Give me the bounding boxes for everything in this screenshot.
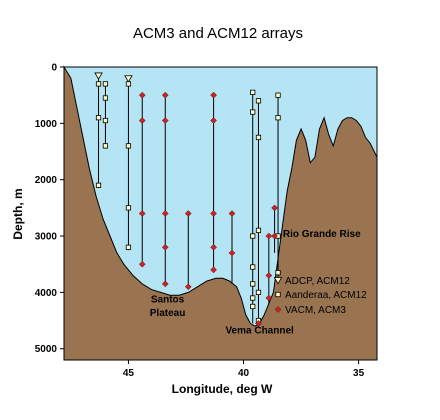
adcp-marker bbox=[124, 75, 133, 83]
mooring-7 bbox=[228, 210, 236, 284]
x-tick-label: 45 bbox=[123, 368, 135, 379]
vacm-marker bbox=[161, 243, 169, 251]
vacm-marker bbox=[228, 210, 236, 217]
vacm-marker bbox=[265, 272, 273, 279]
aanderaa-marker bbox=[250, 109, 256, 115]
aanderaa-marker bbox=[125, 244, 132, 250]
vacm-marker bbox=[271, 232, 278, 240]
x-tick-label: 35 bbox=[353, 368, 365, 379]
aanderaa-marker bbox=[102, 117, 109, 124]
region-label: Vema Channel bbox=[225, 326, 294, 337]
vacm-marker bbox=[138, 91, 146, 99]
mooring-12 bbox=[271, 204, 278, 253]
aanderaa-marker bbox=[250, 264, 256, 270]
x-axis-ticks: 45 40 35 bbox=[123, 360, 365, 379]
aanderaa-marker bbox=[255, 134, 262, 141]
aanderaa-marker bbox=[102, 95, 109, 101]
aanderaa-marker bbox=[275, 115, 281, 121]
vacm-marker bbox=[255, 320, 262, 327]
legend-marker-adcp-triangle bbox=[273, 277, 283, 285]
mooring-1 bbox=[102, 81, 109, 149]
vacm-marker bbox=[184, 283, 192, 291]
mooring-5 bbox=[184, 210, 192, 291]
vacm-marker bbox=[161, 210, 169, 217]
region-label: Plateau bbox=[150, 308, 186, 319]
aanderaa-marker bbox=[102, 81, 109, 87]
vacm-marker bbox=[271, 204, 278, 212]
chart-title: ACM3 and ACM12 arrays bbox=[133, 25, 303, 42]
mooring-3 bbox=[138, 91, 146, 268]
aanderaa-marker bbox=[250, 281, 256, 287]
aanderaa-marker bbox=[95, 115, 102, 121]
mooring-0 bbox=[94, 72, 103, 189]
aanderaa-marker bbox=[255, 289, 262, 295]
x-tick-label: 40 bbox=[238, 368, 250, 379]
vacm-marker bbox=[265, 294, 273, 302]
region-label: Rio Grande Rise bbox=[283, 229, 361, 240]
mooring-8 bbox=[250, 89, 256, 324]
vacm-marker bbox=[138, 210, 146, 217]
mooring-11 bbox=[275, 92, 281, 279]
legend-marker-vacm-diamond bbox=[274, 306, 282, 313]
aanderaa-marker bbox=[125, 205, 132, 211]
aanderaa-marker bbox=[125, 143, 132, 149]
vacm-marker bbox=[210, 91, 217, 99]
plot-frame bbox=[63, 66, 378, 361]
aanderaa-marker bbox=[255, 227, 262, 234]
adcp-marker bbox=[94, 72, 103, 80]
x-axis-label: Longitude, deg W bbox=[172, 382, 273, 396]
y-tick-label: 0 bbox=[51, 63, 57, 74]
vacm-marker bbox=[265, 232, 273, 240]
mooring-10 bbox=[265, 232, 273, 304]
y-tick-label: 2000 bbox=[35, 175, 58, 186]
y-tick-label: 3000 bbox=[35, 232, 58, 243]
seafloor-bathymetry bbox=[63, 65, 378, 361]
mooring-2 bbox=[124, 75, 133, 251]
vacm-marker bbox=[161, 117, 169, 124]
legend-label-vacm: VACM, ACM3 bbox=[285, 305, 346, 316]
mooring-6 bbox=[210, 91, 217, 274]
vacm-marker bbox=[161, 280, 169, 288]
y-tick-label: 5000 bbox=[35, 344, 58, 355]
legend-entry-aanderaa: Aanderaa, ACM12 bbox=[275, 290, 367, 301]
legend-entry-vacm: VACM, ACM3 bbox=[274, 305, 346, 316]
vacm-marker bbox=[184, 210, 192, 217]
legend-label-adcp: ADCP, ACM12 bbox=[285, 276, 350, 287]
aanderaa-marker bbox=[250, 233, 256, 239]
vacm-marker bbox=[228, 249, 236, 257]
aanderaa-marker bbox=[275, 270, 281, 276]
y-tick-label: 1000 bbox=[35, 119, 58, 130]
aanderaa-marker bbox=[275, 92, 281, 98]
vacm-marker bbox=[210, 266, 217, 274]
legend: ADCP, ACM12 Aanderaa, ACM12 VACM, ACM3 bbox=[273, 276, 367, 316]
plot-area bbox=[63, 65, 378, 361]
legend-marker-aanderaa-square bbox=[275, 291, 281, 298]
vacm-marker bbox=[210, 117, 217, 124]
y-axis-ticks: 0 1000 2000 3000 4000 5000 bbox=[35, 63, 64, 355]
region-label: Santos bbox=[151, 295, 185, 306]
vacm-marker bbox=[138, 260, 146, 268]
aanderaa-marker bbox=[102, 143, 109, 149]
aanderaa-marker bbox=[250, 303, 256, 310]
legend-entry-adcp: ADCP, ACM12 bbox=[273, 276, 350, 287]
aanderaa-marker bbox=[125, 81, 132, 87]
aanderaa-marker bbox=[95, 81, 102, 87]
y-tick-label: 4000 bbox=[35, 288, 58, 299]
mooring-9 bbox=[255, 98, 262, 327]
vacm-marker bbox=[210, 210, 217, 217]
mooring-4 bbox=[161, 91, 169, 288]
moorings-layer bbox=[94, 72, 281, 327]
aanderaa-marker bbox=[255, 98, 262, 104]
aanderaa-marker bbox=[250, 295, 256, 301]
vacm-marker bbox=[210, 243, 217, 251]
legend-label-aanderaa: Aanderaa, ACM12 bbox=[285, 290, 367, 301]
vacm-marker bbox=[161, 91, 169, 99]
y-axis-label: Depth, m bbox=[11, 188, 25, 239]
vacm-marker bbox=[138, 117, 146, 124]
aanderaa-marker bbox=[95, 182, 102, 188]
annotations-layer: Rio Grande Rise Santos Plateau Vema Channel bbox=[150, 229, 361, 336]
aanderaa-marker bbox=[250, 89, 256, 95]
